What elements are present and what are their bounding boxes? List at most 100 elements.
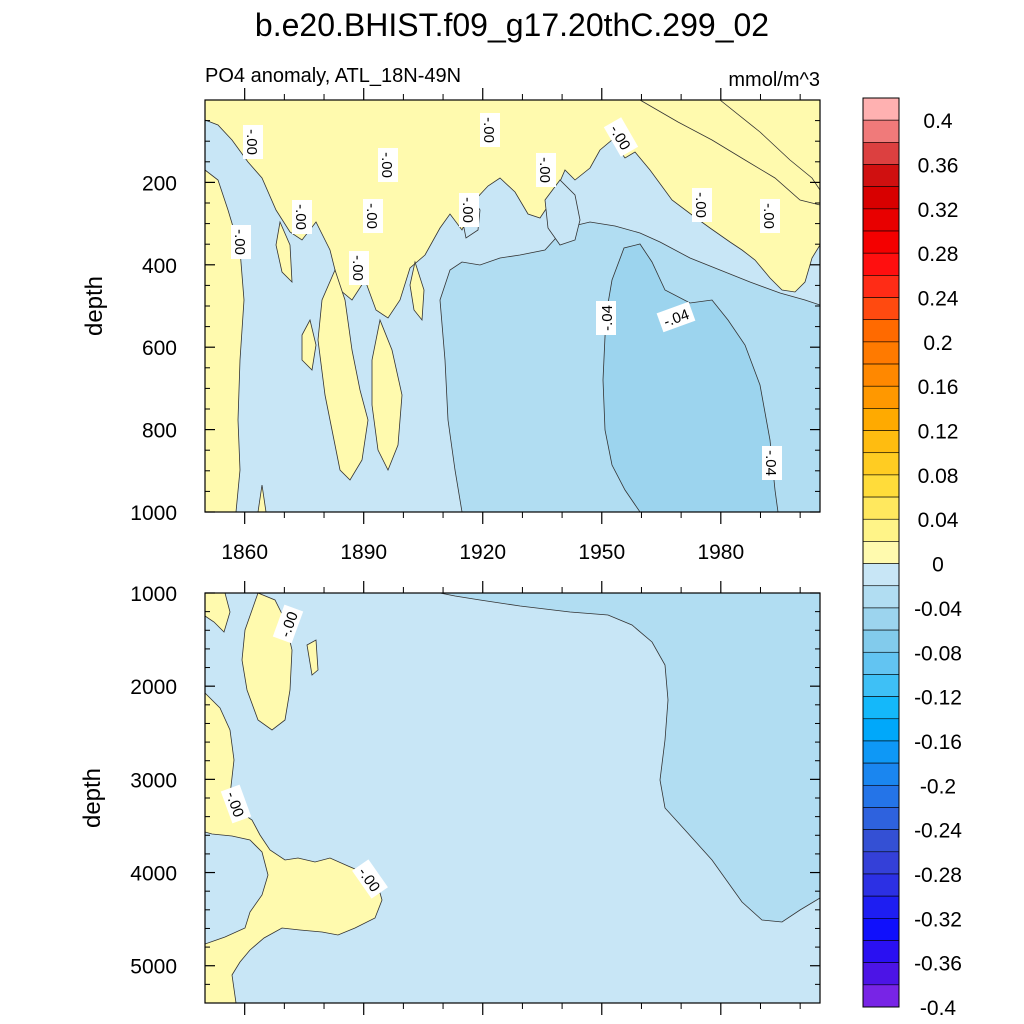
upper-panel: -.00 -.00 -.00 -.00 -.00 -.00 -.00 -.00 -.00 -.00… xyxy=(81,88,821,564)
upper-contour-region xyxy=(544,179,581,246)
colorbar-swatch xyxy=(862,718,900,742)
upper-contour-label: -.00 xyxy=(378,148,398,182)
colorbar-swatch xyxy=(862,563,900,587)
colorbar-label: 0.16 xyxy=(918,376,959,399)
colorbar-swatch xyxy=(862,740,900,764)
colorbar-swatch xyxy=(862,408,900,431)
colorbar-label: -0.4 xyxy=(920,997,957,1020)
colorbar-swatch xyxy=(862,297,900,321)
colorbar-swatch xyxy=(862,341,900,365)
colorbar-swatch xyxy=(862,829,900,853)
upper-contour-region xyxy=(275,220,293,284)
lower-ytick-label: 5000 xyxy=(130,956,177,979)
upper-contour-label-text: -.00 xyxy=(536,157,553,183)
lower-ytick-label: 3000 xyxy=(130,769,177,792)
colorbar-label: -0.08 xyxy=(914,642,962,665)
colorbar-label: -0.28 xyxy=(914,864,962,887)
colorbar-swatch xyxy=(862,97,900,121)
colorbar-swatch xyxy=(862,385,900,409)
colorbar: 0.4 0.36 0.32 0.28 0.24 0.2 0.16 0.12 0.08 0.04 0 -… xyxy=(862,97,962,1020)
upper-contour-region xyxy=(317,268,369,481)
colorbar-swatch xyxy=(862,430,900,454)
colorbar-swatch xyxy=(862,807,900,830)
upper-contour-label-text: -.00 xyxy=(231,229,248,255)
upper-contour-label: -.00 xyxy=(349,251,369,285)
upper-contour-label-text: -.04 xyxy=(762,450,779,476)
colorbar-swatch xyxy=(862,674,900,697)
colorbar-swatch xyxy=(862,895,900,919)
units-label: mmol/m^3 xyxy=(728,69,820,91)
upper-ytick-label: 200 xyxy=(142,172,177,195)
colorbar-label: -0.32 xyxy=(914,908,962,931)
upper-contour-label: -.04 xyxy=(762,446,782,480)
colorbar-swatch xyxy=(862,252,900,276)
colorbar-label: -0.2 xyxy=(920,775,956,798)
upper-ytick-label: 1000 xyxy=(130,502,177,525)
colorbar-swatch xyxy=(862,208,900,232)
upper-contour-label: -.00 xyxy=(760,199,780,233)
colorbar-swatch xyxy=(862,851,900,875)
colorbar-label: -0.12 xyxy=(914,687,962,710)
colorbar-label: 0.36 xyxy=(918,155,959,178)
upper-xtick-label: 1890 xyxy=(340,541,387,564)
colorbar-label: 0.12 xyxy=(918,421,959,444)
colorbar-label: 0.24 xyxy=(918,288,959,311)
colorbar-swatch xyxy=(862,518,900,542)
upper-contour-label: -.00 xyxy=(292,200,312,234)
colorbar-label: 0.4 xyxy=(923,110,953,133)
figure-title: b.e20.BHIST.f09_g17.20thC.299_02 xyxy=(255,7,769,43)
upper-ytick-label: 600 xyxy=(142,337,177,360)
upper-xtick-label: 1860 xyxy=(221,541,268,564)
lower-contour-region xyxy=(306,639,319,676)
colorbar-swatch xyxy=(862,940,900,963)
upper-contour-label: -.00 xyxy=(692,188,712,222)
upper-ytick-label: 800 xyxy=(142,420,177,443)
colorbar-swatch xyxy=(862,651,900,675)
colorbar-label: -0.24 xyxy=(914,820,962,843)
colorbar-swatch xyxy=(862,474,900,498)
colorbar-label: -0.36 xyxy=(914,953,962,976)
colorbar-label: -0.16 xyxy=(914,731,962,754)
upper-contour-label-text: -.00 xyxy=(292,204,309,230)
upper-contour-label-text: -.00 xyxy=(363,203,380,229)
upper-contour-label-text: -.00 xyxy=(459,197,476,223)
colorbar-swatch xyxy=(862,186,900,210)
upper-contour-label: -.00 xyxy=(459,193,479,227)
colorbar-swatch xyxy=(862,784,900,808)
upper-contour-label-text: -.00 xyxy=(243,129,260,155)
upper-contour-label: -.00 xyxy=(480,113,500,147)
lower-ytick-label: 1000 xyxy=(130,583,177,606)
colorbar-swatch xyxy=(862,607,900,631)
lower-contour-region xyxy=(204,692,383,1004)
lower-contour-label: -.00 xyxy=(220,784,252,824)
colorbar-swatch xyxy=(862,962,900,986)
upper-contour-label-text: -.00 xyxy=(760,203,777,229)
upper-contour-label-text: -.00 xyxy=(692,192,709,218)
colorbar-label: 0.2 xyxy=(923,332,952,355)
colorbar-swatch xyxy=(862,164,900,187)
colorbar-swatch xyxy=(862,984,900,1008)
colorbar-swatch xyxy=(862,142,900,165)
lower-contour-region xyxy=(439,592,821,923)
lower-contour-label: -.00 xyxy=(272,604,304,644)
colorbar-swatch xyxy=(862,119,900,143)
colorbar-swatch xyxy=(862,363,900,387)
colorbar-frame xyxy=(862,97,900,1008)
upper-contour-label-text: -.04 xyxy=(599,305,616,331)
upper-contour-label: -.04 xyxy=(596,301,616,335)
colorbar-label: 0.08 xyxy=(918,465,959,488)
upper-contour-label-text: -.00 xyxy=(349,255,366,281)
colorbar-swatch xyxy=(862,319,900,343)
upper-xtick-label: 1980 xyxy=(697,541,744,564)
colorbar-label: 0.04 xyxy=(918,509,959,532)
colorbar-swatch xyxy=(862,230,900,254)
panel-subtitle: PO4 anomaly, ATL_18N-49N xyxy=(205,65,461,87)
colorbar-swatch xyxy=(862,629,900,653)
colorbar-swatch xyxy=(862,918,900,941)
upper-contour-region xyxy=(409,260,425,322)
colorbar-label: 0 xyxy=(932,554,944,577)
colorbar-swatch xyxy=(862,873,900,897)
upper-xtick-label: 1950 xyxy=(578,541,625,564)
